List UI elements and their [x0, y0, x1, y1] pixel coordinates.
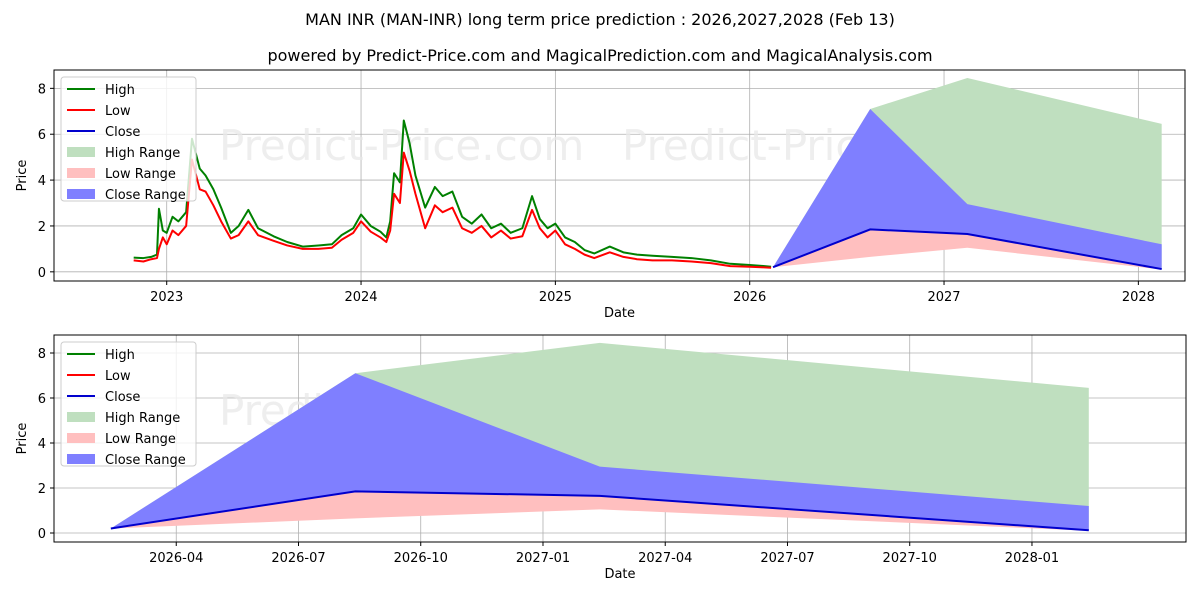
x-tick-label: 2027-07 [760, 551, 814, 566]
x-tick-label: 2025 [539, 290, 572, 305]
chart-subtitle: powered by Predict-Price.com and Magical… [267, 46, 933, 65]
plot-area [133, 78, 1162, 271]
svg-text:High: High [105, 83, 135, 98]
axes-frame [53, 69, 1186, 282]
low-line [133, 151, 772, 269]
y-tick-label: 4 [38, 437, 46, 452]
y-axis-label: Price [15, 160, 30, 192]
low-range-area [773, 229, 1162, 270]
x-tick-label: 2026-10 [394, 551, 448, 566]
x-tick-label: 2026-04 [149, 551, 203, 566]
svg-text:Close Range: Close Range [105, 453, 186, 468]
x-tick-label: 2027-10 [883, 551, 937, 566]
y-tick-label: 2 [38, 482, 46, 497]
x-tick-label: 2026 [733, 290, 766, 305]
legend-item-high-range: High Range [67, 411, 180, 426]
legend: High Low Close High Range Low Range Close Ran… [60, 76, 197, 203]
y-tick-label: 8 [38, 82, 46, 97]
bottom-chart: Predict-Price.comPredict-Price.com024682… [15, 334, 1187, 582]
chart-title: MAN INR (MAN-INR) long term price predic… [305, 10, 895, 29]
svg-text:Close Range: Close Range [105, 188, 186, 203]
x-tick-label: 2027-01 [516, 551, 570, 566]
y-tick-label: 4 [38, 174, 46, 189]
svg-text:Low: Low [105, 369, 131, 384]
low-range-area [110, 491, 1089, 531]
y-tick-label: 0 [38, 266, 46, 281]
x-tick-label: 2028 [1122, 290, 1155, 305]
legend-item-high: High [67, 83, 135, 98]
x-tick-label: 2028-01 [1005, 551, 1059, 566]
y-axis-label: Price [15, 423, 30, 455]
legend-item-low: Low [67, 369, 131, 384]
x-axis-label: Date [604, 306, 635, 321]
legend-item-low-range: Low Range [67, 432, 176, 447]
svg-text:Close: Close [105, 125, 140, 140]
close-line [772, 228, 1162, 271]
legend-item-high-range: High Range [67, 146, 180, 161]
x-tick-label: 2024 [344, 290, 377, 305]
plot-area [110, 342, 1089, 532]
x-tick-label: 2023 [150, 290, 183, 305]
y-tick-label: 6 [38, 392, 46, 407]
legend-item-high: High [67, 348, 135, 363]
x-tick-label: 2027 [927, 290, 960, 305]
y-tick-label: 2 [38, 220, 46, 235]
legend-item-low-range: Low Range [67, 167, 176, 182]
x-tick-label: 2026-07 [271, 551, 325, 566]
legend-item-close-range: Close Range [67, 188, 186, 203]
x-axis-label: Date [604, 567, 635, 582]
y-tick-label: 8 [38, 347, 46, 362]
high-line [133, 119, 772, 268]
legend: High Low Close High Range Low Range Close Ran… [60, 341, 197, 468]
top-chart: Predict-Price.com Predict-Price.com024682… [15, 69, 1186, 321]
svg-text:Low Range: Low Range [105, 167, 176, 182]
x-tick-label: 2027-04 [638, 551, 692, 566]
axes-frame [53, 334, 1187, 543]
legend-item-close-range: Close Range [67, 453, 186, 468]
y-tick-label: 6 [38, 128, 46, 143]
svg-text:High: High [105, 348, 135, 363]
legend-item-close: Close [67, 125, 140, 140]
y-tick-label: 0 [38, 527, 46, 542]
legend-item-low: Low [67, 104, 131, 119]
svg-text:High Range: High Range [105, 411, 180, 426]
close-line [110, 490, 1089, 532]
legend-item-close: Close [67, 390, 140, 405]
svg-text:Low: Low [105, 104, 131, 119]
svg-text:High Range: High Range [105, 146, 180, 161]
svg-text:Close: Close [105, 390, 140, 405]
svg-text:Low Range: Low Range [105, 432, 176, 447]
